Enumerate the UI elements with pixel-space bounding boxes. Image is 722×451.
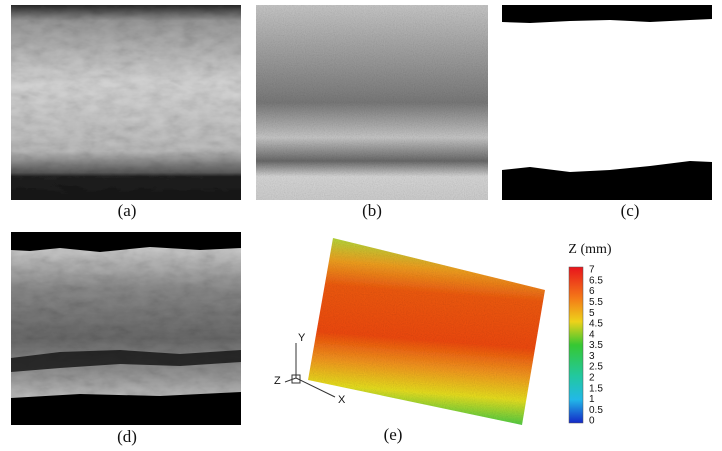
colorbar-tick-label: 0 [589, 416, 595, 427]
colorbar-tick-label: 0.5 [589, 405, 603, 416]
panel-label: (e) [384, 425, 403, 444]
panel-label: (d) [117, 427, 137, 446]
panel-label: (c) [621, 201, 640, 220]
colorbar-tick-label: 6 [589, 286, 595, 297]
colorbar-tick-label: 3 [589, 351, 595, 362]
panel-label: (a) [118, 201, 137, 220]
colorbar-tick-label: 5 [589, 308, 595, 319]
colorbar-tick-label: 4.5 [589, 319, 603, 330]
image-d [11, 232, 241, 425]
colorbar-ticks: 76.565.554.543.532.521.510.50 [589, 265, 603, 427]
colorbar-tick-label: 3.5 [589, 340, 603, 351]
colorbar-tick-label: 6.5 [589, 275, 603, 286]
colorbar [569, 267, 583, 423]
colorbar-tick-label: 1 [589, 394, 595, 405]
colorbar-tick-label: 1.5 [589, 383, 603, 394]
axis-x-label: X [338, 394, 346, 406]
panel-label: (b) [362, 201, 382, 220]
axis-y-label: Y [298, 332, 306, 344]
image-c [502, 5, 712, 200]
colorbar-tick-label: 2.5 [589, 362, 603, 373]
colorbar-tick-label: 2 [589, 372, 595, 383]
axis-z-label: Z [274, 375, 281, 387]
image-b [256, 5, 488, 200]
colorbar-title: Z (mm) [568, 242, 611, 257]
image-a [11, 5, 241, 200]
colorbar-tick-label: 4 [589, 329, 595, 340]
colorbar-tick-label: 7 [589, 265, 595, 276]
figure: Y Z X Z (mm) 76.565.554.543.532.521.510.… [0, 0, 722, 451]
colorbar-tick-label: 5.5 [589, 297, 603, 308]
